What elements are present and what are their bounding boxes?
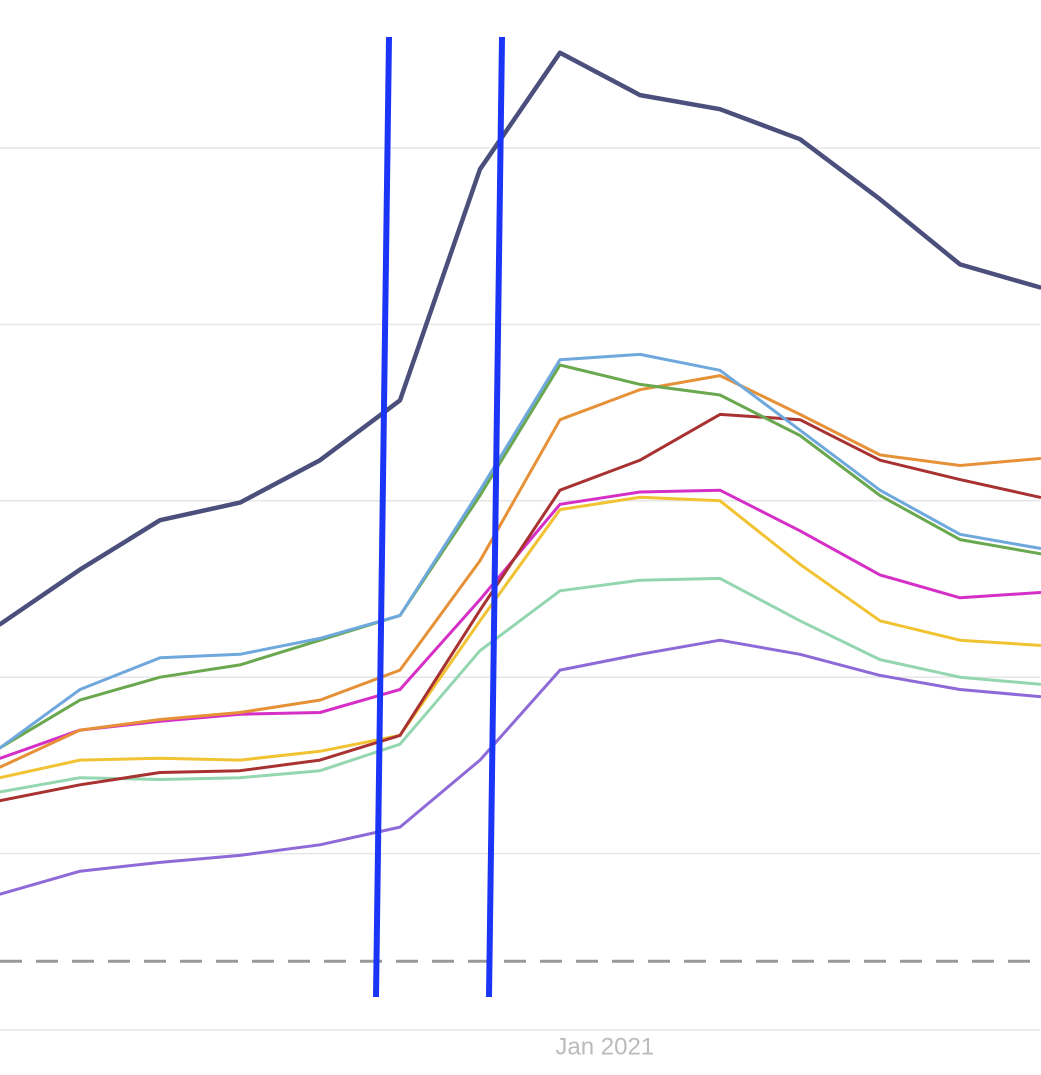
annotation-line xyxy=(373,36,392,998)
series-line xyxy=(0,638,1041,896)
annotation-line xyxy=(486,36,505,998)
series-line xyxy=(0,374,1041,769)
grid xyxy=(0,147,1040,1031)
series-line xyxy=(0,50,1041,627)
series-line xyxy=(0,412,1041,803)
series-line xyxy=(0,495,1041,780)
series-line xyxy=(0,352,1041,750)
x-tick-label: Jan 2021 xyxy=(555,1033,654,1060)
series-line xyxy=(0,363,1041,750)
lines xyxy=(0,50,1041,896)
series-line xyxy=(0,488,1041,760)
series-line xyxy=(0,576,1041,794)
